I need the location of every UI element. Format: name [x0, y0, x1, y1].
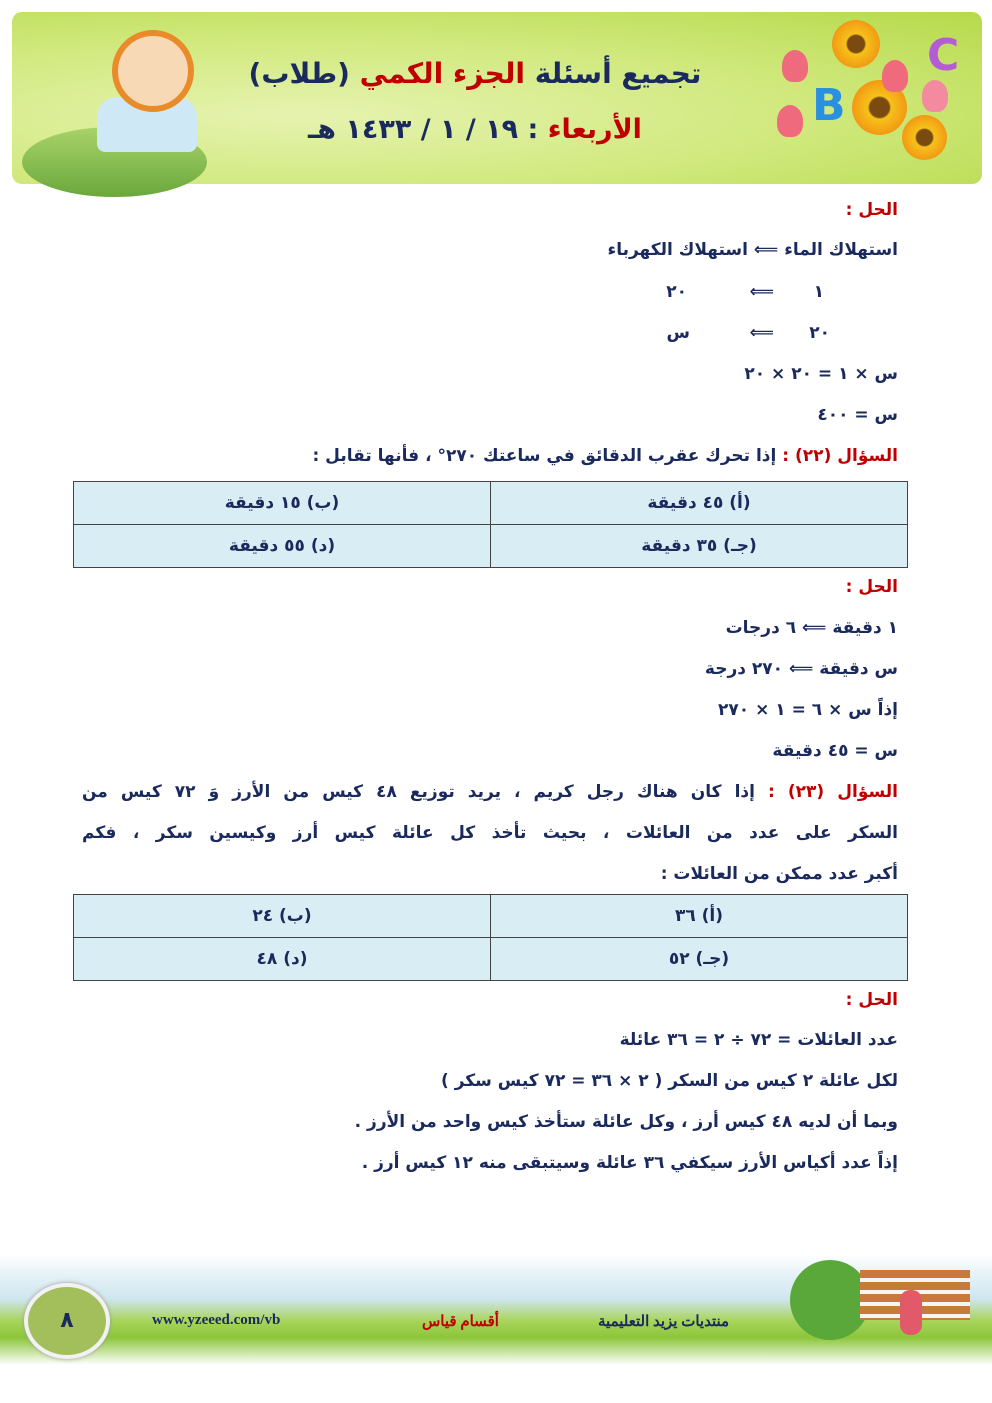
options-table-23: (أ) ٣٦ (ب) ٢٤ (جـ) ٥٢ (د) ٤٨	[73, 894, 908, 981]
flowers-illustration: B C	[772, 20, 972, 185]
solution-label: الحل :	[845, 200, 898, 220]
option-b: (ب) ٢٤	[73, 894, 491, 938]
solution-line: استهلاك الماء ⟸ استهلاك الكهرباء	[607, 240, 898, 260]
page-number: ٨	[24, 1283, 110, 1359]
solution-line: عدد العائلات = ٧٢ ÷ ٢ = ٣٦ عائلة	[619, 1030, 898, 1050]
option-a: (أ) ٣٦	[490, 894, 908, 938]
question-text: أكبر عدد ممكن من العائلات :	[660, 864, 898, 884]
ratio-left: ١	[813, 282, 824, 302]
bench-illustration	[790, 1250, 980, 1355]
page-title: تجميع أسئلة الجزء الكمي (طلاب)	[190, 52, 760, 96]
options-table-22: (أ) ٤٥ دقيقة (ب) ١٥ دقيقة (جـ) ٣٥ دقيقة …	[73, 481, 908, 568]
solution-line: س = ٤٠٠	[817, 405, 898, 425]
ratio-right: س	[666, 323, 690, 343]
solution-line: إذاً عدد أكياس الأرز سيكفي ٣٦ عائلة وسيت…	[361, 1153, 898, 1173]
date-day: الأربعاء	[547, 114, 642, 145]
question-23: السؤال (٢٣) : إذا كان هناك رجل كريم ، ير…	[82, 780, 898, 804]
title-part3: (طلاب)	[248, 57, 350, 90]
boy-illustration-head	[112, 30, 194, 112]
solution-label: الحل :	[845, 577, 898, 597]
option-b: (ب) ١٥ دقيقة	[73, 481, 491, 525]
solution-line: س دقيقة ⟸ ٢٧٠ درجة	[704, 659, 898, 679]
letter-c-decoration: C	[927, 30, 960, 81]
ratio-left: ٢٠	[809, 323, 830, 343]
solution-label: الحل :	[845, 990, 898, 1010]
option-d: (د) ٤٨	[73, 937, 491, 981]
question-label: السؤال (٢٣) :	[768, 782, 898, 802]
option-c: (جـ) ٣٥ دقيقة	[490, 524, 908, 568]
footer-forum-name: منتديات يزيد التعليمية	[598, 1314, 730, 1330]
solution-line: س = ٤٥ دقيقة	[772, 741, 898, 761]
letter-b-decoration: B	[812, 80, 846, 131]
solution-line: لكل عائلة ٢ كيس من السكر ( ٢ × ٣٦ = ٧٢ ك…	[441, 1071, 898, 1091]
question-text: إذا كان هناك رجل كريم ، يريد توزيع ٤٨ كي…	[82, 782, 755, 802]
question-text: السكر على عدد من العائلات ، بحيث تأخذ كل…	[82, 823, 898, 843]
arrow-icon: ⟸	[749, 282, 774, 302]
title-part2: الجزء الكمي	[359, 57, 525, 90]
question-label: السؤال (٢٢) :	[782, 446, 898, 466]
question-22: السؤال (٢٢) : إذا تحرك عقرب الدقائق في س…	[312, 444, 898, 468]
footer-url[interactable]: www.yzeeed.com/vb	[152, 1312, 281, 1328]
solution-line: وبما أن لديه ٤٨ كيس أرز ، وكل عائلة ستأخ…	[354, 1112, 898, 1132]
option-c: (جـ) ٥٢	[490, 937, 908, 981]
title-part1: تجميع أسئلة	[534, 57, 702, 90]
solution-line: س × ١ = ٢٠ × ٢٠	[744, 364, 898, 384]
solution-line: إذاً س × ٦ = ١ × ٢٧٠	[718, 700, 898, 720]
option-a: (أ) ٤٥ دقيقة	[490, 481, 908, 525]
solution-line: ١ دقيقة ⟸ ٦ درجات	[725, 618, 898, 638]
option-d: (د) ٥٥ دقيقة	[73, 524, 491, 568]
page-date: الأربعاء : ١٩ / ١ / ١٤٣٣ هـ	[190, 108, 760, 152]
arrow-icon: ⟸	[749, 323, 774, 343]
footer-section: أقسام قياس	[422, 1314, 499, 1330]
header-banner: B C	[12, 12, 982, 197]
ratio-right: ٢٠	[666, 282, 687, 302]
date-value: : ١٩ / ١ / ١٤٣٣ هـ	[308, 114, 539, 145]
question-text: إذا تحرك عقرب الدقائق في ساعتك ٢٧٠° ، فأ…	[312, 446, 777, 466]
